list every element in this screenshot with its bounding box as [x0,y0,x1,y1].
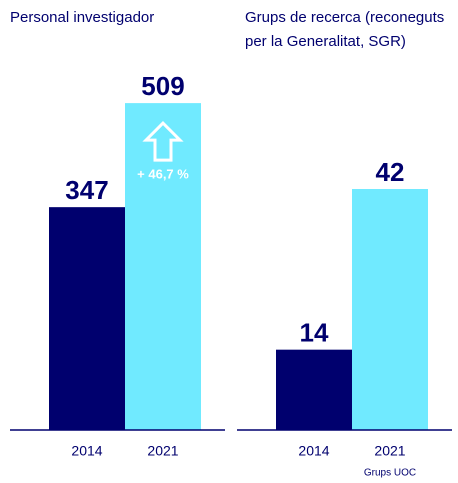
x-tick-label: 2021 [374,443,405,459]
bar [125,103,201,430]
arrow-icon [142,120,184,162]
chart-title: Grups de recerca (reconeguts [245,9,444,26]
x-tick-label: 2014 [298,443,329,459]
chart-title: Personal investigador [10,9,154,26]
bar [276,349,352,430]
value-label: 509 [141,71,184,101]
value-label: 14 [300,318,329,348]
chart-title: per la Generalitat, SGR) [245,33,406,50]
x-tick-label: 2014 [71,443,102,459]
bar [352,189,428,430]
bar [49,207,125,430]
value-label: 347 [65,175,108,205]
x-tick-label: 2021 [147,443,178,459]
value-label: 42 [376,157,405,187]
annotation: + 46,7 % [137,167,189,182]
source: Grups UOC [364,468,416,479]
